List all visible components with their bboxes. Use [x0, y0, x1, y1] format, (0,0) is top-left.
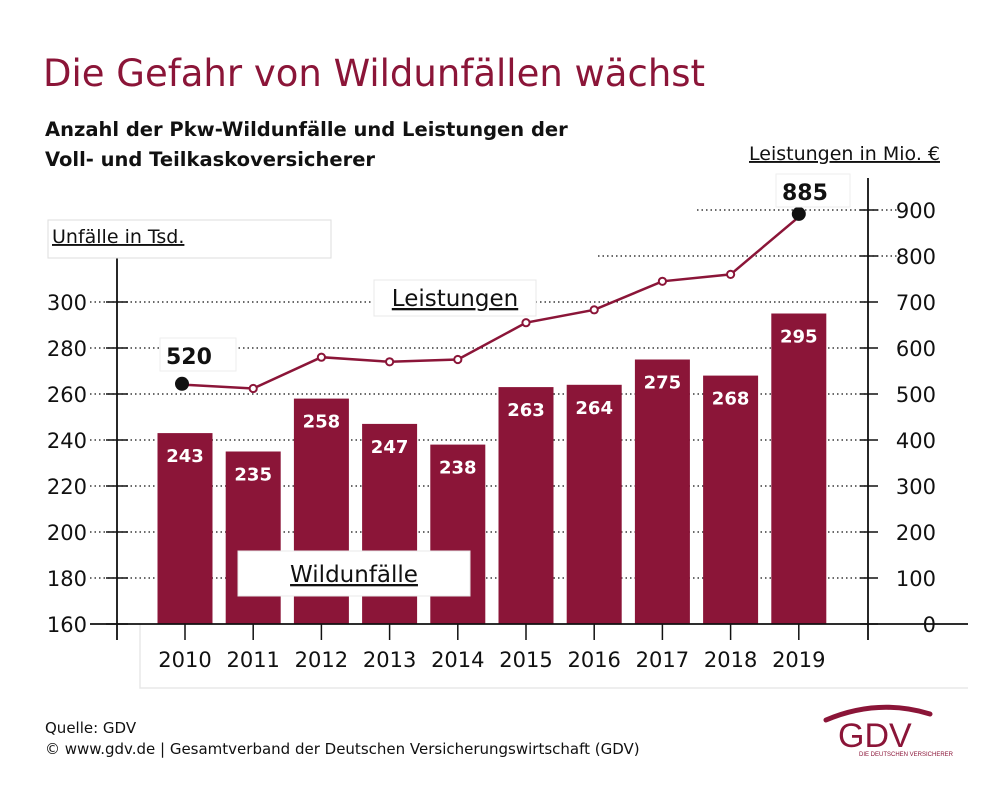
right-axis-title: Leistungen in Mio. € — [749, 143, 940, 165]
left-tick-label: 280 — [47, 337, 87, 361]
subtitle-line-1: Anzahl der Pkw-Wildunfälle und Leistunge… — [45, 118, 568, 141]
x-tick-label: 2011 — [226, 648, 279, 672]
bar-value-label: 235 — [234, 465, 272, 486]
bar-wildunfaelle — [157, 433, 213, 624]
bar-value-label: 295 — [780, 327, 818, 348]
x-tick-label: 2017 — [636, 648, 689, 672]
left-tick-label: 300 — [47, 291, 87, 315]
chart-subtitle: Anzahl der Pkw-Wildunfälle und Leistunge… — [45, 115, 568, 175]
left-axis-title: Unfälle in Tsd. — [52, 226, 184, 248]
bar-series-label-box — [237, 550, 471, 597]
bar-value-label: 275 — [644, 373, 682, 394]
right-tick-label: 500 — [896, 383, 936, 407]
subtitle-line-2: Voll- und Teilkaskoversicherer — [45, 148, 376, 171]
gdv-logo: GDV DIE DEUTSCHEN VERSICHERER — [823, 704, 954, 758]
line-point — [521, 318, 531, 328]
line-leistungen — [184, 215, 800, 390]
left-tick-label: 200 — [47, 521, 87, 545]
line-point-highlight — [791, 206, 806, 221]
x-tick-label: 2010 — [158, 648, 211, 672]
bar-series-label: Wildunfälle — [290, 562, 418, 588]
x-tick-label: 2014 — [431, 648, 484, 672]
chart-frame — [139, 624, 968, 689]
right-tick-label: 200 — [896, 521, 936, 545]
logo-subtext: DIE DEUTSCHEN VERSICHERER — [859, 752, 954, 758]
left-tick-label: 160 — [47, 613, 87, 637]
bar-wildunfaelle — [498, 387, 554, 624]
callout-box — [775, 173, 851, 208]
callout-value: 520 — [166, 345, 212, 370]
bar-value-label: 243 — [166, 446, 204, 467]
bar-value-label: 264 — [575, 398, 613, 419]
x-tick-label: 2018 — [704, 648, 757, 672]
right-tick-label: 400 — [896, 429, 936, 453]
line-point — [657, 276, 668, 286]
source-line-2: © www.gdv.de | Gesamtverband der Deutsch… — [45, 740, 640, 758]
callout-value: 885 — [782, 181, 828, 206]
right-tick-label: 300 — [896, 475, 936, 499]
left-tick-label: 180 — [47, 567, 87, 591]
x-tick-label: 2012 — [295, 648, 348, 672]
line-point — [248, 383, 258, 394]
bar-value-label: 263 — [507, 400, 545, 421]
line-point-highlight — [175, 376, 189, 391]
bar-wildunfaelle — [634, 359, 690, 624]
line-point — [726, 269, 736, 279]
bar-wildunfaelle — [771, 313, 827, 624]
left-tick-label: 220 — [47, 475, 87, 499]
source-line-1: Quelle: GDV — [45, 719, 137, 737]
bar-wildunfaelle — [703, 375, 759, 624]
line-point — [589, 305, 599, 315]
line-point — [385, 357, 395, 367]
bar-value-label: 268 — [712, 389, 750, 410]
x-tick-label: 2016 — [567, 648, 620, 672]
source-note: Quelle: GDV © www.gdv.de | Gesamtverband… — [45, 718, 640, 760]
line-series-label: Leistungen — [392, 286, 518, 312]
right-tick-label: 0 — [923, 613, 936, 637]
line-point — [316, 352, 326, 362]
x-tick-label: 2013 — [363, 648, 416, 672]
right-tick-label: 900 — [896, 199, 936, 223]
x-tick-label: 2015 — [499, 648, 552, 672]
right-tick-label: 800 — [896, 245, 936, 269]
bar-value-label: 238 — [439, 458, 477, 479]
line-series-label-box — [373, 279, 537, 317]
left-tick-label: 260 — [47, 383, 87, 407]
logo-text: GDV — [838, 717, 912, 755]
line-point — [453, 354, 463, 365]
right-tick-label: 100 — [896, 567, 936, 591]
bar-value-label: 258 — [303, 412, 341, 433]
x-tick-label: 2019 — [772, 648, 825, 672]
right-tick-label: 700 — [896, 291, 936, 315]
left-tick-label: 240 — [47, 429, 87, 453]
chart-title: Die Gefahr von Wildunfällen wächst — [43, 52, 706, 95]
right-tick-label: 600 — [896, 337, 936, 361]
bar-value-label: 247 — [371, 437, 409, 458]
bar-wildunfaelle — [566, 384, 622, 624]
left-axis-title-box — [47, 219, 332, 259]
callout-box — [159, 337, 237, 372]
